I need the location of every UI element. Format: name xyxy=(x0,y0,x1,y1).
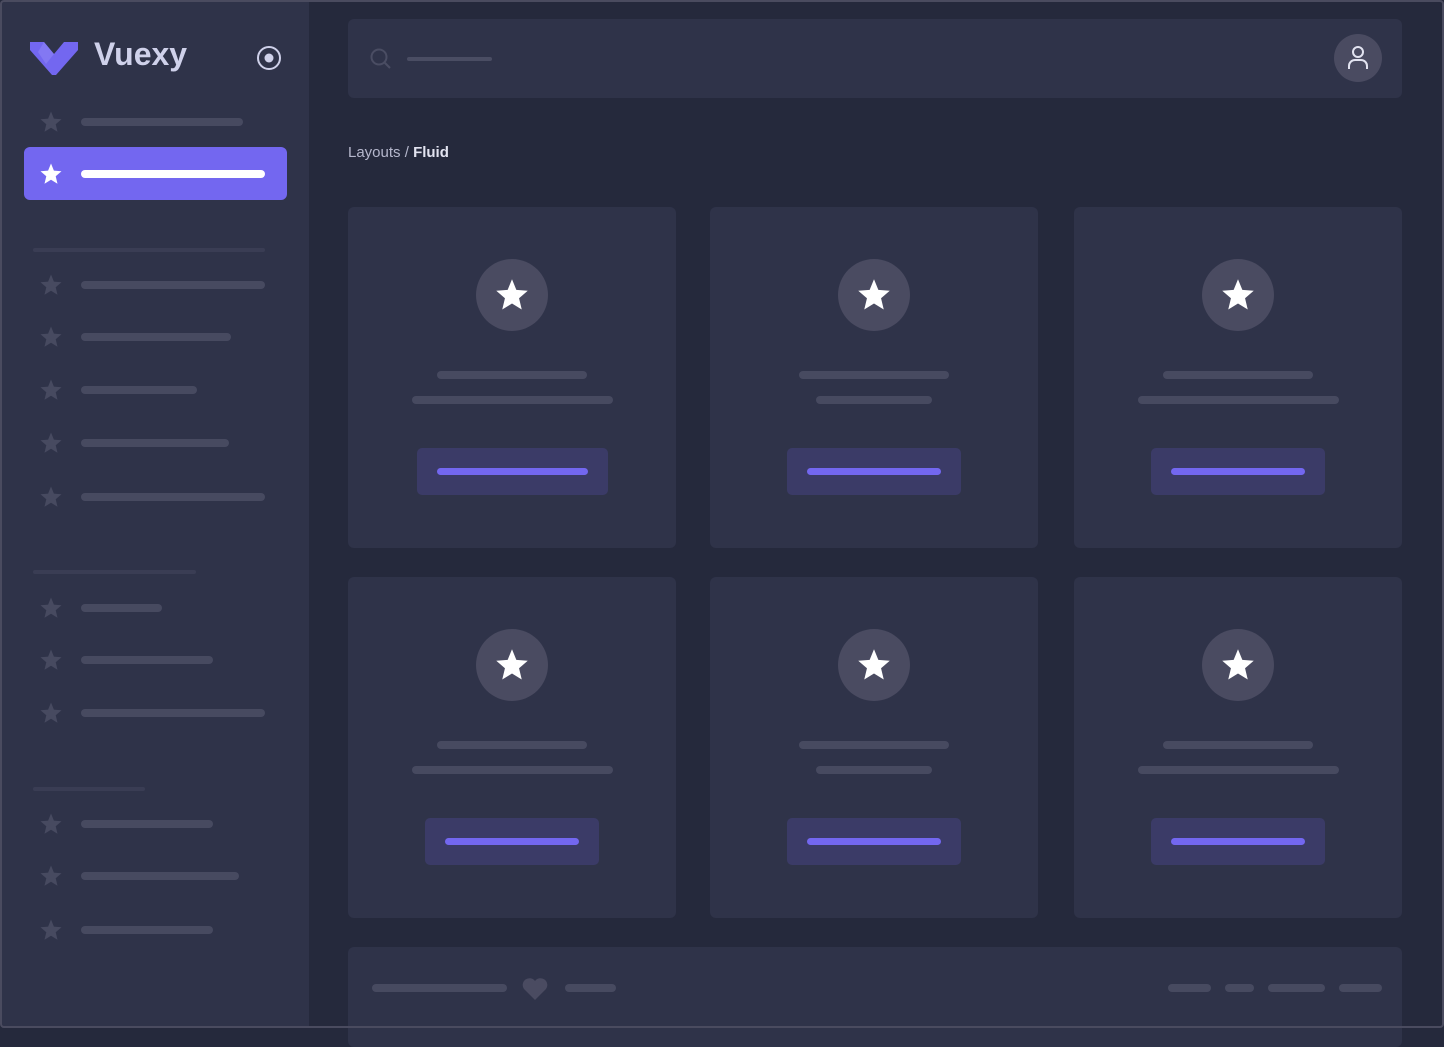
card-button-label xyxy=(1171,468,1305,475)
sidebar-item-label xyxy=(81,604,162,612)
card-action-button[interactable] xyxy=(1151,448,1325,495)
sidebar-item-label xyxy=(81,281,265,289)
card-description xyxy=(816,396,932,404)
sidebar-item-label xyxy=(81,118,243,126)
star-icon xyxy=(39,162,63,186)
sidebar: Vuexy xyxy=(2,2,309,1028)
card-button-label xyxy=(436,468,588,475)
card-title xyxy=(437,371,587,379)
sidebar-item-label xyxy=(81,709,265,717)
star-icon xyxy=(39,812,63,836)
search-input[interactable] xyxy=(407,57,492,61)
footer-text xyxy=(565,984,616,992)
sidebar-item-label xyxy=(81,439,229,447)
card-description xyxy=(1137,766,1339,774)
sidebar-item-label xyxy=(81,333,231,341)
card-action-button[interactable] xyxy=(787,448,961,495)
card-action-button[interactable] xyxy=(1151,818,1325,865)
star-icon xyxy=(39,864,63,888)
vuexy-logo-icon xyxy=(30,42,78,75)
feature-card xyxy=(348,577,676,918)
footer-text xyxy=(372,984,507,992)
heart-icon xyxy=(522,978,548,1000)
sidebar-section-divider xyxy=(33,787,145,791)
feature-card xyxy=(1074,207,1402,548)
feature-card xyxy=(348,207,676,548)
sidebar-item-label xyxy=(81,493,265,501)
star-icon xyxy=(39,325,63,349)
card-title xyxy=(799,741,949,749)
card-description xyxy=(1137,396,1339,404)
star-icon xyxy=(39,918,63,942)
breadcrumb-current: Fluid xyxy=(413,144,449,161)
card-description xyxy=(411,766,613,774)
card-button-label xyxy=(445,838,579,845)
feature-card xyxy=(1074,577,1402,918)
footer-link[interactable] xyxy=(1168,984,1211,992)
search-icon[interactable] xyxy=(370,48,392,70)
sidebar-item-label xyxy=(81,820,213,828)
sidebar-item-label xyxy=(81,656,213,664)
breadcrumb-parent[interactable]: Layouts xyxy=(348,144,401,161)
card-icon-circle xyxy=(838,259,910,331)
card-action-button[interactable] xyxy=(416,448,608,495)
avatar[interactable] xyxy=(1334,34,1382,82)
star-icon xyxy=(39,378,63,402)
footer-link[interactable] xyxy=(1339,984,1382,992)
sidebar-item-label xyxy=(81,170,265,178)
user-icon xyxy=(1348,46,1368,69)
sidebar-item-label xyxy=(81,872,239,880)
card-icon-circle xyxy=(476,629,548,701)
star-icon xyxy=(39,648,63,672)
brand-name: Vuexy xyxy=(94,36,188,72)
star-icon xyxy=(39,110,63,134)
card-button-label xyxy=(807,468,941,475)
star-icon xyxy=(39,596,63,620)
card-button-label xyxy=(807,838,941,845)
footer-link[interactable] xyxy=(1268,984,1325,992)
footer-link[interactable] xyxy=(1225,984,1254,992)
card-action-button[interactable] xyxy=(787,818,961,865)
star-icon xyxy=(39,701,63,725)
star-icon xyxy=(39,273,63,297)
sidebar-item-label xyxy=(81,926,213,934)
card-icon-circle xyxy=(476,259,548,331)
breadcrumb: Layouts / Fluid xyxy=(348,144,449,161)
card-icon-circle xyxy=(1202,629,1274,701)
sidebar-item-label xyxy=(81,386,197,394)
card-description xyxy=(816,766,932,774)
card-action-button[interactable] xyxy=(425,818,599,865)
card-title xyxy=(1163,371,1313,379)
card-title xyxy=(1163,741,1313,749)
navbar xyxy=(348,19,1402,98)
card-icon-circle xyxy=(838,629,910,701)
card-button-label xyxy=(1171,838,1305,845)
card-icon-circle xyxy=(1202,259,1274,331)
footer xyxy=(348,947,1402,1047)
card-title xyxy=(437,741,587,749)
card-title xyxy=(799,371,949,379)
feature-card xyxy=(710,207,1038,548)
sidebar-section-divider xyxy=(33,570,196,574)
star-icon xyxy=(39,485,63,509)
sidebar-section-divider xyxy=(33,248,265,252)
breadcrumb-separator: / xyxy=(400,144,414,161)
radio-circle-icon[interactable] xyxy=(256,45,282,71)
feature-card xyxy=(710,577,1038,918)
star-icon xyxy=(39,431,63,455)
card-description xyxy=(411,396,613,404)
